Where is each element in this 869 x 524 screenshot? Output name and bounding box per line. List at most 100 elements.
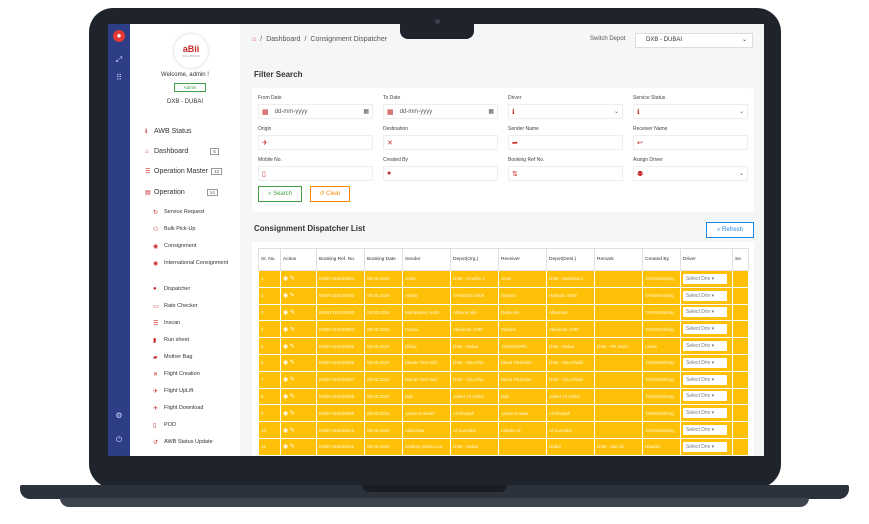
edit-icon[interactable]: ✎	[289, 427, 295, 434]
view-icon[interactable]: ◉	[283, 360, 289, 367]
submenu-service-request[interactable]: ↻ Service Request	[153, 209, 233, 216]
submenu-bulk-pickup[interactable]: ⚇ Bulk Pick-Up	[153, 226, 233, 233]
driver-select[interactable]: Select Driv ▾	[683, 374, 727, 385]
edit-icon[interactable]: ✎	[289, 393, 295, 400]
edit-icon[interactable]: ✎	[289, 444, 295, 451]
table-row[interactable]: 1 ◉ ✎ KMDY115100001 09.03.2024 Joshi DXB…	[258, 270, 749, 288]
submenu-rate-checker[interactable]: ▭ Rate Checker	[153, 303, 233, 310]
filter-input-service-status[interactable]: ℹ ⌄	[633, 104, 748, 119]
edit-icon[interactable]: ✎	[289, 360, 295, 367]
home-icon[interactable]: ⌂	[252, 36, 257, 43]
submenu-international-consignment[interactable]: ◉ International Consignment	[153, 260, 233, 267]
filter-input-mobile-no[interactable]: ▯	[258, 166, 373, 181]
submenu-flight-creation[interactable]: ✕ Flight Creation	[153, 371, 233, 378]
refresh-button[interactable]: ⌕ Refresh	[706, 222, 754, 238]
table-row[interactable]: 11 ◉ ✎ KMDY115100011 09.03.2024 Sudeep D…	[258, 437, 749, 456]
filter-input-origin[interactable]: ✈	[258, 135, 373, 150]
column-header[interactable]: Booking Date	[364, 248, 403, 271]
grid-icon[interactable]: ⠿	[116, 73, 122, 82]
column-header[interactable]: Action	[280, 248, 317, 271]
view-icon[interactable]: ◉	[283, 309, 289, 316]
view-icon[interactable]: ◉	[283, 444, 289, 451]
cell-booking-ref[interactable]: KMDY115100003	[316, 303, 365, 322]
submenu-run-sheet[interactable]: ▮ Run sheet	[153, 337, 233, 344]
table-row[interactable]: 3 ◉ ✎ KMDY115100003 09.03.2024 Mahaadrey…	[258, 303, 749, 322]
submenu-pod[interactable]: ▯ POD	[153, 422, 233, 429]
driver-select[interactable]: Select Driv ▾	[683, 391, 727, 402]
view-icon[interactable]: ◉	[283, 410, 289, 417]
edit-icon[interactable]: ✎	[289, 377, 295, 384]
column-header[interactable]: Depot(Dest.)	[546, 248, 595, 271]
filter-input-from-date[interactable]: ▦ dd-mm-yyyy ▦	[258, 104, 373, 119]
column-header[interactable]: Sender	[402, 248, 451, 271]
filter-input-receiver-name[interactable]: ↩	[633, 135, 748, 150]
driver-select[interactable]: Select Driv ▾	[683, 408, 727, 419]
submenu-flight-uplift[interactable]: ✈ Flight UpLift	[153, 388, 233, 395]
column-header[interactable]: Depot(Org.)	[450, 248, 499, 271]
table-row[interactable]: 7 ◉ ✎ KMDY115100007 09.03.2024 Marias Te…	[258, 370, 749, 389]
cell-booking-ref[interactable]: KMDY115100009	[316, 404, 365, 423]
view-icon[interactable]: ◉	[283, 343, 289, 350]
edit-icon[interactable]: ✎	[289, 309, 295, 316]
table-row[interactable]: 9 ◉ ✎ KMDY115100009 09.03.2024 Jamie Sca…	[258, 404, 749, 423]
cell-booking-ref[interactable]: KMDY115100011	[316, 437, 365, 456]
driver-select[interactable]: Select Driv ▾	[683, 273, 727, 284]
calendar-icon[interactable]: ▦	[363, 109, 369, 115]
driver-select[interactable]: Select Driv ▾	[683, 324, 727, 335]
column-header[interactable]: Remark	[594, 248, 643, 271]
cell-booking-ref[interactable]: KMDY115100005	[316, 337, 365, 355]
column-header[interactable]: Created By	[642, 248, 681, 271]
table-row[interactable]: 6 ◉ ✎ KMDY115100006 09.03.2024 Marais Te…	[258, 353, 749, 372]
submenu-inscan[interactable]: ☰ Inscan	[153, 320, 233, 327]
cell-booking-ref[interactable]: KMDY115100010	[316, 421, 365, 439]
column-header[interactable]: Receiver	[498, 248, 547, 271]
menu-item-dashboard[interactable]: ⌂ Dashboard 5	[145, 148, 219, 155]
filter-input-to-date[interactable]: ▦ dd-mm-yyyy ▦	[383, 104, 498, 119]
driver-select[interactable]: Select Driv ▾	[683, 425, 727, 436]
edit-icon[interactable]: ✎	[289, 276, 295, 283]
brand-logo[interactable]: aBii SOLUTIONS	[174, 34, 208, 68]
view-icon[interactable]: ◉	[283, 377, 289, 384]
filter-input-booking-ref-no[interactable]: ⇅	[508, 166, 623, 181]
menu-item-awb-status[interactable]: ℹ AWB Status	[145, 128, 191, 135]
view-icon[interactable]: ◉	[283, 293, 289, 300]
table-row[interactable]: 4 ◉ ✎ KMDY115100004 09.03.2024 Prasai Al…	[258, 320, 749, 339]
column-header[interactable]: Driver	[680, 248, 733, 271]
filter-input-driver[interactable]: ℹ ⌄	[508, 104, 623, 119]
column-header[interactable]: Se	[732, 248, 749, 271]
view-icon[interactable]: ◉	[283, 326, 289, 333]
cell-booking-ref[interactable]: KMDY115100004	[316, 320, 365, 339]
cell-booking-ref[interactable]: KMDY115100007	[316, 370, 365, 389]
gear-icon[interactable]: ⚙	[115, 411, 123, 420]
expand-icon[interactable]: ⤢	[115, 55, 123, 64]
driver-select[interactable]: Select Driv ▾	[683, 441, 727, 452]
driver-select[interactable]: Select Driv ▾	[683, 290, 727, 301]
cell-booking-ref[interactable]: KMDY115100006	[316, 353, 365, 372]
filter-input-assign-driver[interactable]: ⚉ ⌄	[633, 166, 748, 181]
view-icon[interactable]: ◉	[283, 393, 289, 400]
edit-icon[interactable]: ✎	[289, 326, 295, 333]
chevron-down-icon[interactable]: ⌄	[613, 109, 619, 115]
submenu-consignment[interactable]: ◉ Consignment	[153, 243, 233, 250]
cell-booking-ref[interactable]: KMDY115100002	[316, 286, 365, 305]
driver-select[interactable]: Select Driv ▾	[683, 307, 727, 318]
switch-depot-select[interactable]: DXB - DUBAI ⌄	[635, 33, 753, 48]
filter-input-sender-name[interactable]: ➦	[508, 135, 623, 150]
chevron-down-icon[interactable]: ⌄	[738, 109, 744, 115]
submenu-awb-status-update[interactable]: ↺ AWB Status Update	[153, 439, 233, 446]
table-row[interactable]: 10 ◉ ✎ KMDY115100010 09.03.2024 Adia Naw…	[258, 421, 749, 439]
filter-input-created-by[interactable]: ●	[383, 166, 498, 181]
driver-select[interactable]: Select Driv ▾	[683, 341, 727, 352]
chevron-down-icon[interactable]: ⌄	[738, 171, 744, 177]
power-icon[interactable]: ⏻	[115, 435, 123, 444]
app-logo-icon[interactable]: ●	[113, 30, 125, 42]
table-row[interactable]: 8 ◉ ✎ KMDY115100008 09.03.2024 Bali Jale…	[258, 387, 749, 406]
menu-item-operation-master[interactable]: ☰ Operation Master 12	[145, 168, 223, 175]
filter-input-destination[interactable]: ✕	[383, 135, 498, 150]
driver-select[interactable]: Select Driv ▾	[683, 357, 727, 368]
breadcrumb-dashboard[interactable]: Dashboard	[266, 36, 301, 43]
view-icon[interactable]: ◉	[283, 427, 289, 434]
edit-icon[interactable]: ✎	[289, 293, 295, 300]
table-row[interactable]: 2 ◉ ✎ KMDY115100002 09.03.2024 Anjela TA…	[258, 286, 749, 305]
column-header[interactable]: Sr. No.	[258, 248, 281, 271]
